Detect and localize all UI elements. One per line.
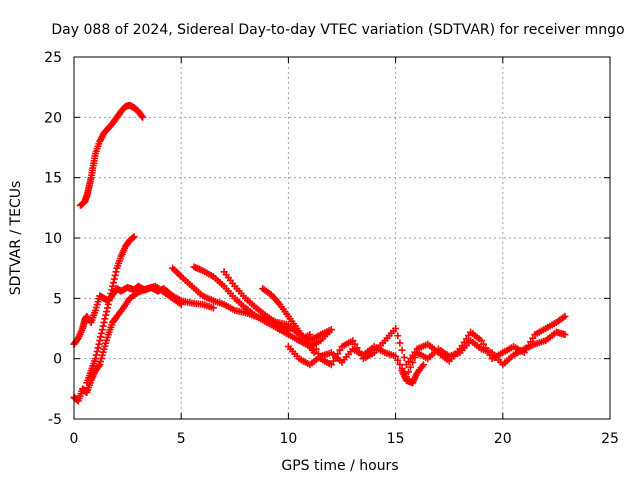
data-point bbox=[329, 357, 337, 365]
data-point bbox=[96, 337, 104, 345]
data-point bbox=[98, 351, 106, 359]
data-point bbox=[351, 340, 359, 348]
data-point bbox=[130, 233, 138, 241]
data-point bbox=[486, 351, 494, 359]
y-tick-label: 10 bbox=[44, 231, 62, 247]
data-point bbox=[110, 275, 118, 283]
data-point bbox=[334, 350, 342, 358]
data-point bbox=[109, 282, 117, 290]
data-point bbox=[95, 340, 103, 348]
y-tick-label: -5 bbox=[48, 412, 62, 428]
data-point bbox=[394, 332, 402, 340]
data-point bbox=[91, 355, 99, 363]
data-point bbox=[527, 338, 535, 346]
data-point bbox=[407, 363, 415, 371]
data-point bbox=[561, 312, 569, 320]
x-tick-label: 25 bbox=[601, 431, 619, 447]
data-point bbox=[95, 362, 103, 370]
data-point bbox=[349, 337, 357, 345]
y-axis-label: SDTVAR / TECUs bbox=[8, 181, 24, 296]
data-point bbox=[353, 344, 361, 352]
y-tick-label: 20 bbox=[44, 110, 62, 126]
plot-frame bbox=[73, 56, 611, 420]
data-point bbox=[477, 337, 485, 345]
data-point bbox=[392, 352, 400, 360]
chart-title: Day 088 of 2024, Sidereal Day-to-day VTE… bbox=[51, 22, 624, 38]
series-track-b bbox=[83, 233, 138, 387]
data-point bbox=[101, 315, 109, 323]
data-point bbox=[482, 344, 490, 352]
x-tick-label: 5 bbox=[177, 431, 186, 447]
data-point bbox=[111, 271, 119, 279]
x-tick-label: 20 bbox=[494, 431, 512, 447]
data-point bbox=[99, 348, 107, 356]
x-axis-label: GPS time / hours bbox=[281, 458, 398, 474]
data-point bbox=[332, 353, 340, 361]
series-track-j bbox=[295, 312, 569, 369]
data-point bbox=[177, 300, 185, 308]
grid-lines bbox=[74, 57, 610, 419]
data-point bbox=[394, 356, 402, 364]
data-point bbox=[102, 311, 110, 319]
data-point bbox=[314, 350, 322, 358]
data-point bbox=[400, 353, 408, 361]
data-point bbox=[96, 361, 104, 369]
data-point bbox=[98, 326, 106, 334]
data-point bbox=[529, 334, 537, 342]
data-point bbox=[308, 335, 316, 343]
y-tick-label: 0 bbox=[53, 352, 62, 368]
data-point bbox=[522, 345, 530, 353]
data-point bbox=[209, 304, 217, 312]
data-point bbox=[306, 331, 314, 339]
x-tick-label: 0 bbox=[70, 431, 79, 447]
data-point bbox=[109, 279, 117, 287]
data-point bbox=[138, 112, 146, 120]
data-point bbox=[355, 347, 363, 355]
data-point bbox=[357, 351, 365, 359]
data-point bbox=[310, 349, 318, 357]
series-track-k bbox=[398, 361, 427, 387]
data-point bbox=[312, 345, 320, 353]
data-point bbox=[100, 318, 108, 326]
tick-labels: 0 5 10 15 20 25 -5 0 5 10 15 20 25 bbox=[44, 50, 619, 447]
data-point bbox=[396, 360, 404, 368]
data-point bbox=[310, 340, 318, 348]
data-point bbox=[112, 268, 120, 276]
data-point bbox=[396, 339, 404, 347]
data-point bbox=[327, 326, 335, 334]
data-point bbox=[103, 308, 111, 316]
series-track-g bbox=[220, 268, 292, 335]
data-point bbox=[398, 346, 406, 354]
data-point bbox=[525, 341, 533, 349]
data-point bbox=[94, 344, 102, 352]
data-point bbox=[97, 354, 105, 362]
data-point bbox=[92, 351, 100, 359]
data-point bbox=[97, 358, 105, 366]
data-point bbox=[327, 361, 335, 369]
data-point bbox=[284, 327, 292, 335]
y-tick-label: 5 bbox=[53, 291, 62, 307]
data-point bbox=[484, 347, 492, 355]
data-point bbox=[480, 340, 488, 348]
data-point bbox=[93, 347, 101, 355]
data-point bbox=[97, 333, 105, 341]
y-tick-label: 25 bbox=[44, 50, 62, 66]
data-point bbox=[336, 346, 344, 354]
series-track-d bbox=[70, 282, 185, 405]
x-tick-label: 10 bbox=[279, 431, 297, 447]
data-point bbox=[419, 361, 427, 369]
data-point bbox=[97, 329, 105, 337]
x-tick-label: 15 bbox=[387, 431, 405, 447]
data-point bbox=[99, 322, 107, 330]
data-point bbox=[139, 113, 147, 121]
data-series bbox=[70, 101, 569, 405]
data-point bbox=[520, 349, 528, 357]
data-point bbox=[561, 331, 569, 339]
data-point bbox=[392, 325, 400, 332]
y-tick-label: 15 bbox=[44, 171, 62, 187]
series-track-a bbox=[76, 101, 147, 209]
data-point bbox=[103, 304, 111, 312]
